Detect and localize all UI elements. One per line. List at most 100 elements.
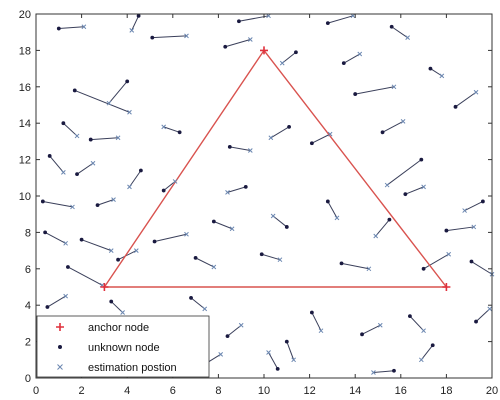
axis-ticks: 0 2 4 6 8 10 12 14 16 18 20 0 2 4 6 8 10 12 14 16 18 20 xyxy=(19,9,498,397)
estimate-point xyxy=(108,248,114,253)
estimate-point xyxy=(391,84,397,90)
estimate-point xyxy=(133,248,139,253)
estimate-point xyxy=(421,328,426,334)
x-tick-label: 10 xyxy=(258,385,270,397)
error-line xyxy=(42,200,73,208)
error-line xyxy=(464,201,484,212)
error-line xyxy=(47,295,66,308)
unknown-point xyxy=(389,24,394,29)
estimate-point xyxy=(471,224,477,230)
error-line xyxy=(405,186,424,195)
unknown-point xyxy=(136,13,141,18)
unknown-point xyxy=(61,121,66,126)
unknown-point xyxy=(453,104,458,109)
estimate-point xyxy=(268,135,274,141)
estimate-point xyxy=(247,37,253,42)
estimate-point xyxy=(127,184,132,190)
estimate-point xyxy=(61,169,66,175)
unknown-point xyxy=(380,130,385,135)
y-tick-label: 12 xyxy=(19,155,31,167)
estimation-markers xyxy=(61,13,495,375)
unknown-point xyxy=(243,185,248,189)
error-line xyxy=(44,231,66,244)
error-line xyxy=(391,26,408,39)
error-line xyxy=(195,257,215,268)
unknown-point xyxy=(47,154,52,158)
error-line xyxy=(213,221,233,230)
unknown-point xyxy=(387,217,392,222)
x-tick-label: 16 xyxy=(395,385,407,397)
error-lines xyxy=(42,15,493,374)
error-line xyxy=(382,120,404,133)
x-tick-label: 6 xyxy=(170,385,176,397)
estimate-point xyxy=(357,51,363,57)
estimate-point xyxy=(172,179,178,184)
estimate-point xyxy=(266,350,271,355)
error-line xyxy=(270,126,290,139)
x-tick-label: 12 xyxy=(303,385,315,397)
estimate-point xyxy=(247,148,253,153)
error-line xyxy=(341,262,369,270)
error-line xyxy=(272,215,288,228)
unknown-point xyxy=(325,21,330,25)
estimate-point xyxy=(421,184,426,190)
unknown-point xyxy=(45,305,50,309)
error-line xyxy=(227,324,242,337)
unknown-point xyxy=(152,239,157,244)
y-tick-label: 0 xyxy=(25,373,31,385)
estimate-point xyxy=(270,213,276,219)
error-line xyxy=(163,126,180,133)
error-line xyxy=(108,81,128,104)
unknown-point xyxy=(177,130,182,135)
unknown-point xyxy=(287,124,291,129)
error-line xyxy=(268,352,279,370)
estimate-point xyxy=(487,306,493,312)
anchor-triangle-layer xyxy=(103,49,448,288)
x-tick-label: 4 xyxy=(124,385,130,397)
error-line xyxy=(355,86,395,95)
error-line xyxy=(190,297,206,310)
estimate-point xyxy=(473,89,479,95)
error-line xyxy=(225,38,251,48)
unknown-point xyxy=(309,310,314,315)
anchor-node-markers xyxy=(100,46,451,291)
y-tick-label: 6 xyxy=(25,264,31,276)
error-line xyxy=(81,239,112,252)
estimate-point xyxy=(366,266,372,272)
error-line xyxy=(49,155,64,173)
error-line xyxy=(129,170,142,188)
unknown-point xyxy=(116,257,120,262)
error-line xyxy=(327,15,354,24)
estimate-point xyxy=(129,28,135,33)
error-line xyxy=(386,159,422,186)
estimate-point xyxy=(127,109,132,115)
error-line xyxy=(281,51,297,64)
estimate-point xyxy=(405,35,410,41)
unknown-point xyxy=(325,199,330,204)
unknown-point xyxy=(284,339,289,344)
unknown-point xyxy=(109,299,114,304)
error-line xyxy=(261,253,281,261)
unknown-point xyxy=(40,199,45,204)
x-tick-label: 8 xyxy=(215,385,221,397)
y-tick-label: 18 xyxy=(19,45,31,57)
error-line xyxy=(455,91,477,108)
legend-marker-anchor xyxy=(56,323,64,331)
unknown-point xyxy=(79,237,84,242)
x-tick-label: 18 xyxy=(440,385,452,397)
error-line xyxy=(361,324,381,335)
error-line xyxy=(154,233,187,242)
estimate-point xyxy=(334,215,340,221)
unknown-point xyxy=(138,168,143,173)
error-line xyxy=(471,261,493,275)
estimate-point xyxy=(202,306,208,312)
error-line xyxy=(58,26,84,30)
error-line xyxy=(446,226,474,232)
anchor-point xyxy=(100,283,109,291)
unknown-point xyxy=(75,172,79,177)
unknown-point xyxy=(72,88,77,93)
unknown-point xyxy=(421,266,426,271)
anchor-triangle xyxy=(103,49,448,288)
estimate-point xyxy=(238,322,244,328)
estimate-point xyxy=(74,133,80,139)
